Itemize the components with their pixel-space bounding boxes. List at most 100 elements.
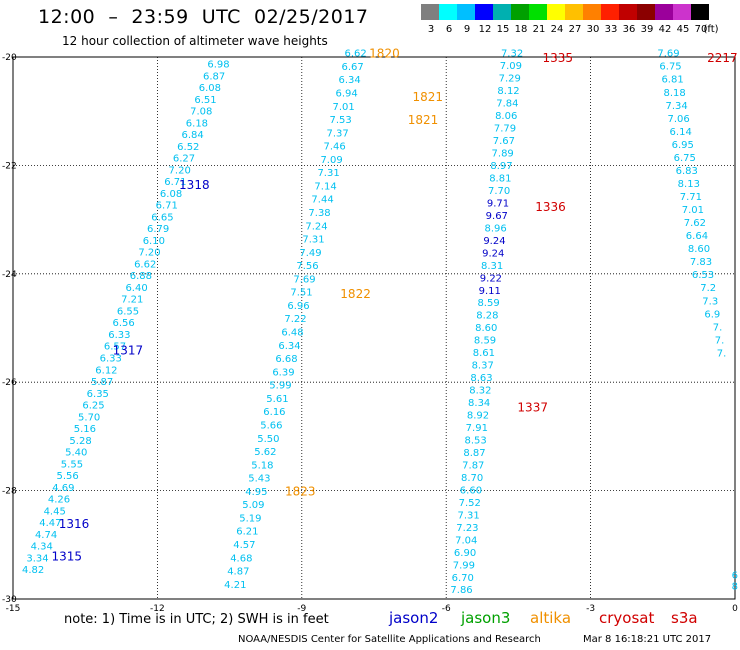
pass-number-label: 1316 <box>59 517 90 531</box>
wave-height-value: 9.24 <box>482 248 504 259</box>
color-swatch <box>529 4 547 20</box>
wave-height-value: 7.3 <box>702 296 718 307</box>
color-swatch <box>655 4 673 20</box>
wave-height-value: 8.63 <box>470 373 492 384</box>
wave-height-value: 6.21 <box>236 527 258 538</box>
plot-frame <box>12 56 736 600</box>
wave-height-value: 6.34 <box>338 75 360 86</box>
color-swatch <box>457 4 475 20</box>
color-scale-label: 30 <box>586 24 600 35</box>
wave-height-value: 6 <box>732 571 738 582</box>
wave-height-value: 4.21 <box>224 580 246 591</box>
wave-height-value: 6.68 <box>275 354 297 365</box>
wave-height-value: 4.82 <box>22 565 44 576</box>
color-scale-label: 27 <box>568 24 582 35</box>
wave-height-value: 6.52 <box>177 142 199 153</box>
color-scale-label: 70 <box>694 24 708 35</box>
wave-height-value: 6.33 <box>108 330 130 341</box>
wave-height-value: 9.24 <box>483 236 505 247</box>
wave-height-value: 7.09 <box>500 61 522 72</box>
wave-height-value: 4.95 <box>245 487 267 498</box>
wave-height-value: 6.53 <box>692 270 714 281</box>
pass-number-label: 1823 <box>285 485 316 499</box>
page-title: 12:00 – 23:59 UTC 02/25/2017 <box>38 6 369 28</box>
color-scale-label: 24 <box>550 24 564 35</box>
color-scale-label: 12 <box>478 24 492 35</box>
color-swatch <box>565 4 583 20</box>
color-scale-label: 36 <box>622 24 636 35</box>
wave-height-value: 7.83 <box>690 257 712 268</box>
wave-height-value: 8 <box>732 581 738 592</box>
color-swatch <box>547 4 565 20</box>
color-scale-label: 33 <box>604 24 618 35</box>
color-swatch <box>601 4 619 20</box>
wave-height-value: 6.98 <box>207 60 229 71</box>
wave-height-value: 6.18 <box>186 118 208 129</box>
wave-height-value: 4.47 <box>39 518 61 529</box>
wave-height-value: 6.67 <box>342 62 364 73</box>
wave-height-value: 6.62 <box>345 49 367 60</box>
wave-height-value: 6.16 <box>263 407 285 418</box>
color-swatch <box>493 4 511 20</box>
wave-height-value: 8.13 <box>678 179 700 190</box>
wave-height-value: 3.34 <box>26 553 48 564</box>
wave-height-value: 7.87 <box>462 460 484 471</box>
wave-height-value: 9.22 <box>480 273 502 284</box>
wave-height-value: 5.16 <box>74 424 96 435</box>
wave-height-value: 8.60 <box>688 244 710 255</box>
wave-height-value: 5.18 <box>251 460 273 471</box>
color-scale-label: 39 <box>640 24 654 35</box>
x-tick-label: -12 <box>150 604 165 614</box>
wave-height-value: 6.27 <box>173 154 195 165</box>
wave-height-value: 7.44 <box>311 195 333 206</box>
pass-number-label: 1337 <box>517 401 548 415</box>
pass-number-label: 1820 <box>369 47 400 61</box>
wave-height-value: 8.12 <box>497 86 519 97</box>
wave-height-value: 6.83 <box>676 166 698 177</box>
wave-height-value: 5.66 <box>260 420 282 431</box>
color-scale-label: 18 <box>514 24 528 35</box>
color-scale-label: 9 <box>463 24 471 35</box>
wave-height-value: 9.11 <box>479 286 501 297</box>
wave-height-value: 7.79 <box>494 124 516 135</box>
wave-height-value: 6.60 <box>460 485 482 496</box>
pass-number-label: 1821 <box>408 113 439 127</box>
wave-height-value: 6.57 <box>104 342 126 353</box>
wave-height-value: 8.92 <box>467 411 489 422</box>
wave-height-value: 7.67 <box>493 136 515 147</box>
wave-height-value: 7.2 <box>700 283 716 294</box>
wave-height-value: 5.61 <box>266 394 288 405</box>
wave-height-value: 7. <box>713 322 723 333</box>
wave-height-value: 7.52 <box>459 498 481 509</box>
wave-height-value: 7.31 <box>302 235 324 246</box>
wave-height-value: 7.31 <box>457 510 479 521</box>
wave-height-value: 7.20 <box>138 248 160 259</box>
wave-height-value: 6.33 <box>100 354 122 365</box>
x-tick-label: -9 <box>297 604 306 614</box>
color-scale-label: 15 <box>496 24 510 35</box>
wave-height-value: 7.71 <box>680 192 702 203</box>
wave-height-value: 7.31 <box>317 168 339 179</box>
wave-height-value: 5.56 <box>56 471 78 482</box>
wave-height-value: 8.32 <box>469 386 491 397</box>
wave-height-value: 7.24 <box>305 221 327 232</box>
wave-height-value: 8.59 <box>477 298 499 309</box>
wave-height-value: 7.69 <box>293 274 315 285</box>
wave-height-value: 6.35 <box>87 389 109 400</box>
wave-height-value: 5.99 <box>269 381 291 392</box>
wave-height-value: 7.08 <box>190 107 212 118</box>
pass-number-label: 1821 <box>413 90 444 104</box>
wave-height-value: 7.22 <box>284 314 306 325</box>
wave-height-value: 4.68 <box>230 553 252 564</box>
color-scale-unit: (ft) <box>703 24 719 35</box>
wave-height-value: 6.84 <box>181 130 203 141</box>
pass-number-label: 1318 <box>179 178 210 192</box>
wave-height-value: 8.60 <box>475 323 497 334</box>
wave-height-value: 7.62 <box>684 218 706 229</box>
x-tick-label: 0 <box>732 604 738 614</box>
wave-height-value: 5.70 <box>78 412 100 423</box>
wave-height-value: 6.87 <box>203 71 225 82</box>
wave-height-value: 4.34 <box>31 542 53 553</box>
wave-height-value: 5.09 <box>242 500 264 511</box>
